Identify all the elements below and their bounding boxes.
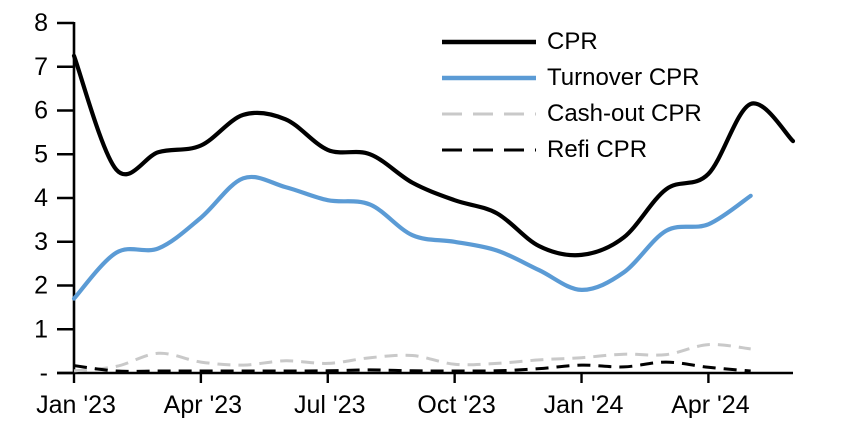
legend-item-refi-cpr: Refi CPR xyxy=(441,132,702,168)
legend-item-turnover-cpr: Turnover CPR xyxy=(441,60,702,96)
x-tick-label: Jul '23 xyxy=(294,391,365,419)
y-tick-label: 7 xyxy=(34,53,48,81)
legend-item-cash-out-cpr: Cash-out CPR xyxy=(441,96,702,132)
legend-label: Refi CPR xyxy=(547,136,648,163)
legend-swatch-cash-out-cpr-icon xyxy=(442,112,536,116)
y-tick-label: 2 xyxy=(34,272,48,300)
y-tick-label: 1 xyxy=(34,315,48,343)
y-tick-label: 8 xyxy=(34,9,48,37)
x-tick-label: Apr '23 xyxy=(164,391,242,419)
legend-label: Turnover CPR xyxy=(547,64,700,91)
x-tick-label: Jan '24 xyxy=(544,391,624,419)
y-tick-label: 3 xyxy=(34,228,48,256)
series-line-cpr xyxy=(71,53,796,258)
legend: CPR Turnover CPR Cash-out CPR Refi CPR xyxy=(441,24,702,168)
x-tick-label: Apr '24 xyxy=(671,391,750,419)
x-tick-label: Jan '23 xyxy=(36,391,116,419)
series-line-cash-out-cpr xyxy=(73,342,751,373)
series-line-turnover-cpr xyxy=(71,174,753,301)
legend-swatch-refi-cpr-icon xyxy=(442,148,536,152)
legend-item-cpr: CPR xyxy=(441,24,702,60)
y-tick-label: - xyxy=(40,359,48,387)
legend-label: Cash-out CPR xyxy=(547,100,702,127)
axes: - 1 2 3 4 5 6 7 8 Jan '23 Apr '23 Jul '23 Oct '23 Jan… xyxy=(34,9,793,419)
legend-swatch-cpr-icon xyxy=(442,39,536,45)
x-tick-label: Oct '23 xyxy=(417,391,495,419)
y-tick-label: 4 xyxy=(34,184,48,212)
series-line-refi-cpr xyxy=(73,360,751,373)
legend-swatch-turnover-cpr-icon xyxy=(442,75,536,81)
legend-label: CPR xyxy=(547,28,598,55)
y-tick-label: 6 xyxy=(34,97,48,125)
y-tick-label: 5 xyxy=(34,140,48,168)
